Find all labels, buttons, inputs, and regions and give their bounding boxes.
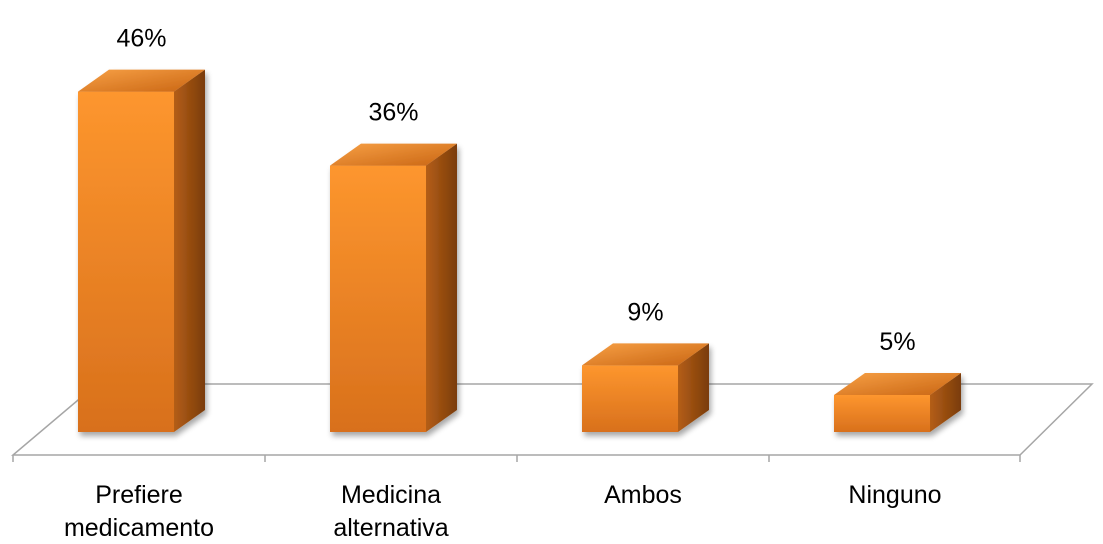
bar [330, 143, 457, 432]
data-labels-group: 46% 36% 9% 5% [116, 25, 915, 356]
bars-group [78, 69, 961, 432]
floor-plane [10, 383, 1094, 456]
category-label: Ninguno [848, 481, 941, 509]
bar-top-face [582, 343, 709, 366]
bar-front-face [834, 395, 930, 432]
category-label: Medicina alternativa [333, 481, 448, 542]
bar-side-face [678, 343, 709, 432]
bar-front-face [78, 91, 174, 432]
bar-front-face [330, 165, 426, 432]
bar [78, 69, 205, 432]
bar-side-face [930, 373, 961, 432]
bar-top-face [330, 143, 457, 166]
bar-side-face [426, 143, 457, 432]
bar-side-face [174, 69, 205, 432]
bar [834, 373, 961, 432]
x-axis [12, 455, 1021, 462]
bar-top-face [78, 69, 205, 92]
category-label: Prefiere medicamento [64, 481, 214, 542]
chart-floor [10, 383, 1094, 456]
bar-top-face [834, 373, 961, 395]
data-label: 5% [879, 328, 915, 356]
category-labels-group: Prefiere medicamento Medicina alternativa Am… [64, 481, 942, 542]
bar [582, 343, 709, 432]
data-label: 36% [368, 99, 418, 127]
data-label: 9% [627, 298, 663, 326]
bar-front-face [582, 365, 678, 432]
category-label: Ambos [604, 481, 682, 509]
data-label: 46% [116, 25, 166, 53]
